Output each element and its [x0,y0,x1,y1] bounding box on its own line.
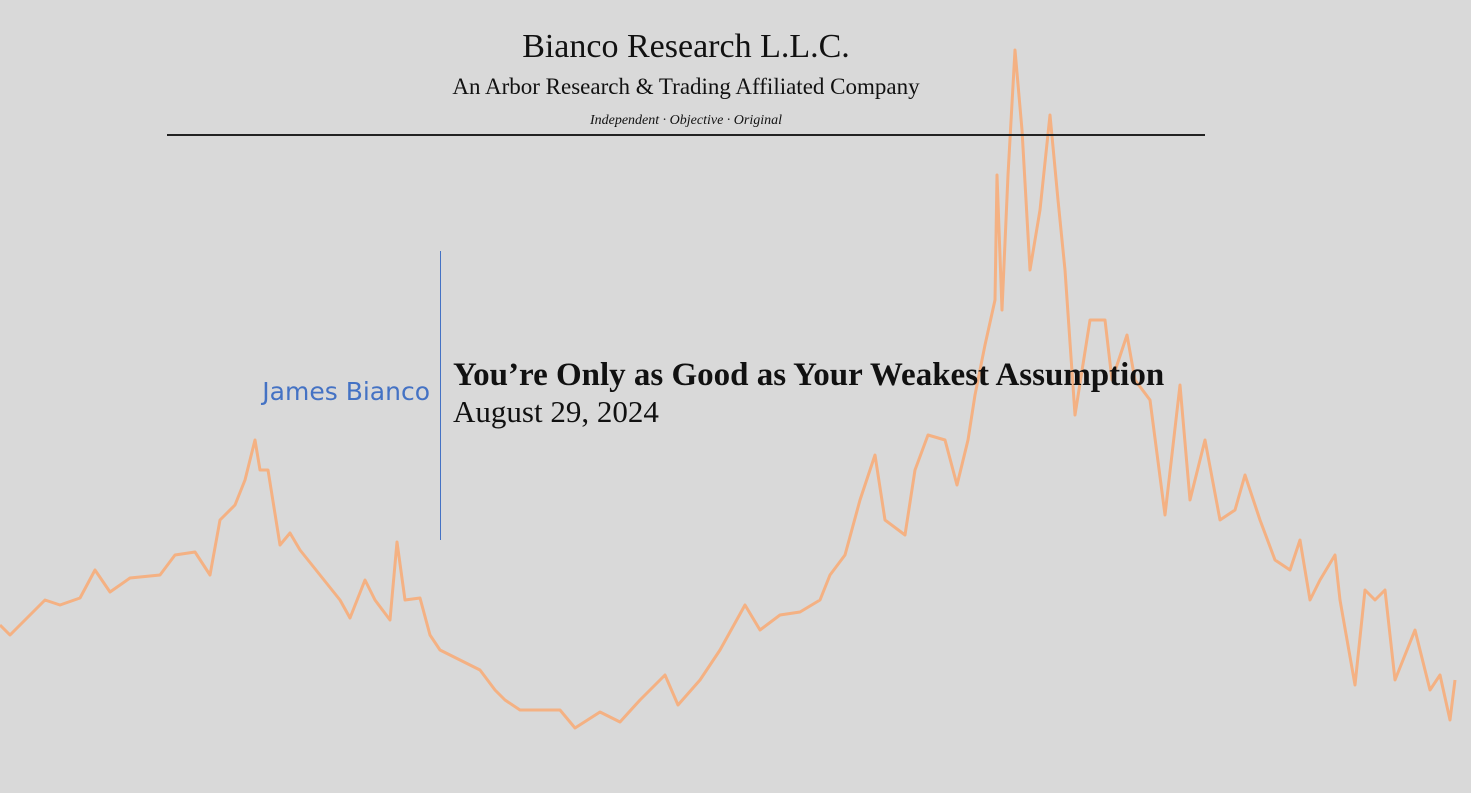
report-title: You’re Only as Good as Your Weakest Assu… [453,357,1165,393]
header-rule [167,134,1205,136]
author: James Bianco [262,377,430,406]
decorative-line [0,48,1457,730]
company-name: Bianco Research L.L.C. [522,28,850,65]
company-subtitle: An Arbor Research & Trading Affiliated C… [452,74,920,99]
divider [440,251,441,540]
company-tagline: Independent · Objective · Original [589,113,783,128]
report-date: August 29, 2024 [453,394,659,429]
